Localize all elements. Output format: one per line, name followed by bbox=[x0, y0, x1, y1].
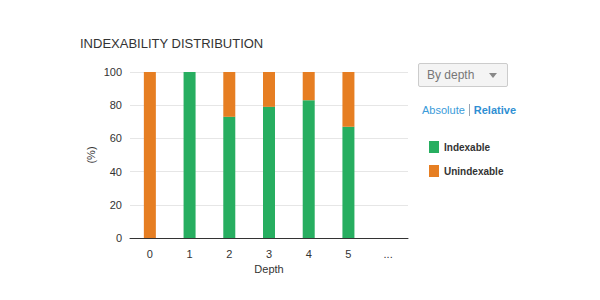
svg-text:0: 0 bbox=[116, 232, 122, 244]
svg-text:100: 100 bbox=[104, 66, 122, 78]
svg-text:40: 40 bbox=[110, 166, 122, 178]
svg-text:1: 1 bbox=[187, 248, 193, 260]
svg-text:Unindexable: Unindexable bbox=[444, 166, 504, 177]
svg-text:5: 5 bbox=[345, 248, 351, 260]
svg-text:(%): (%) bbox=[85, 146, 97, 163]
svg-text:20: 20 bbox=[110, 199, 122, 211]
html-text:Absolute: Absolute bbox=[422, 104, 465, 116]
svg-text:...: ... bbox=[384, 248, 393, 260]
svg-text:2: 2 bbox=[226, 248, 232, 260]
svg-text:0: 0 bbox=[147, 248, 153, 260]
svg-text:INDEXABILITY DISTRIBUTION: INDEXABILITY DISTRIBUTION bbox=[80, 36, 263, 51]
svg-text:3: 3 bbox=[266, 248, 272, 260]
svg-text:Depth: Depth bbox=[254, 263, 283, 275]
svg-text:80: 80 bbox=[110, 99, 122, 111]
svg-text:60: 60 bbox=[110, 132, 122, 144]
svg-text:4: 4 bbox=[306, 248, 312, 260]
html-text:By depth: By depth bbox=[427, 68, 475, 82]
svg-text:Indexable: Indexable bbox=[444, 142, 491, 153]
html-text:Relative: Relative bbox=[473, 104, 516, 116]
